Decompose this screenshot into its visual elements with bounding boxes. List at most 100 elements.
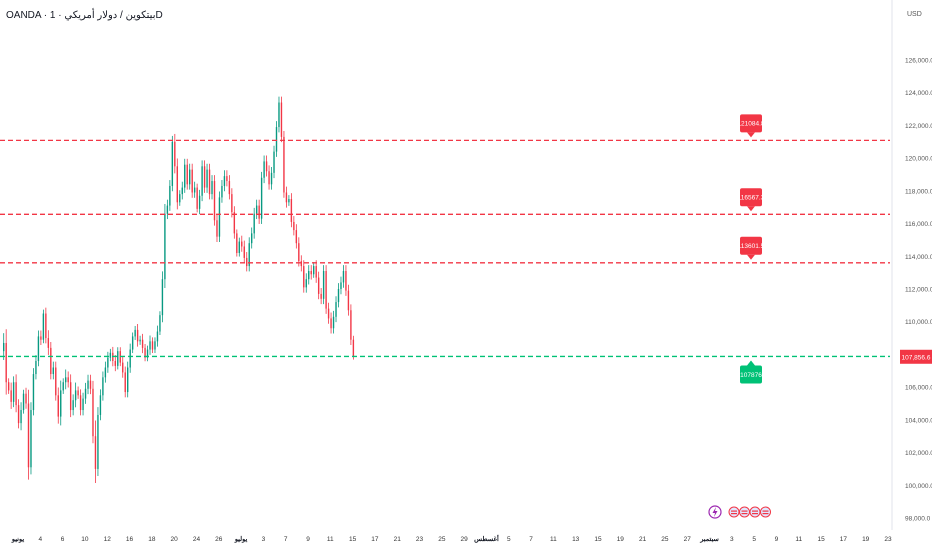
candle-body bbox=[315, 266, 317, 278]
candle-body bbox=[226, 176, 228, 182]
candle-body bbox=[216, 220, 218, 237]
candle-body bbox=[30, 410, 32, 468]
candle-body bbox=[89, 380, 92, 389]
candle-body bbox=[174, 141, 176, 167]
y-tick-label: 124,000.0 bbox=[905, 90, 932, 97]
x-tick-label: 3 bbox=[262, 536, 266, 543]
resistance-2-label: 116567.3 bbox=[738, 195, 765, 202]
x-tick-label: 11 bbox=[795, 536, 802, 543]
candle-body bbox=[50, 347, 52, 375]
candle-body bbox=[141, 339, 144, 348]
candle-body bbox=[176, 166, 178, 203]
candle-body bbox=[114, 360, 116, 366]
candle-body bbox=[325, 271, 327, 309]
candle-body bbox=[193, 187, 196, 193]
candle-body bbox=[347, 290, 350, 311]
x-tick-label: 7 bbox=[529, 536, 533, 543]
candle-body bbox=[131, 336, 134, 350]
candle-body bbox=[223, 176, 226, 186]
candle-body bbox=[322, 271, 325, 299]
us-flag-icon[interactable] bbox=[739, 506, 750, 518]
candle-body bbox=[260, 177, 263, 219]
x-tick-label: سبتمبر bbox=[699, 536, 719, 543]
candle-body bbox=[337, 289, 340, 303]
candle-body bbox=[298, 243, 300, 262]
x-tick-label: يونيو bbox=[11, 536, 24, 543]
x-tick-label: 26 bbox=[215, 536, 223, 543]
us-flag-icon-stripe bbox=[762, 513, 769, 515]
candle-body bbox=[285, 192, 288, 203]
support-1-badge bbox=[740, 365, 762, 384]
lightning-icon-glyph bbox=[712, 507, 718, 517]
us-flag-icon[interactable] bbox=[728, 506, 740, 518]
candle-body bbox=[241, 241, 243, 247]
candle-body bbox=[196, 187, 198, 209]
candle-body bbox=[146, 349, 149, 358]
x-tick-label: 21 bbox=[639, 536, 647, 543]
candle-body bbox=[327, 308, 330, 319]
candle-body bbox=[52, 367, 54, 375]
x-tick-label: 15 bbox=[817, 536, 825, 543]
candle-body bbox=[255, 205, 258, 214]
x-tick-label: 17 bbox=[371, 536, 379, 543]
resistance-2-badge bbox=[740, 188, 762, 207]
x-tick-label: 16 bbox=[126, 536, 134, 543]
candle-body bbox=[122, 362, 124, 373]
candle-body bbox=[248, 243, 250, 267]
candle-body bbox=[181, 187, 183, 195]
candle-body bbox=[280, 102, 283, 137]
candle-body bbox=[17, 405, 20, 424]
x-tick-label: 15 bbox=[349, 536, 357, 543]
y-tick-label: 104,000.0 bbox=[905, 417, 932, 424]
candle-body bbox=[84, 388, 87, 399]
candle-body bbox=[317, 277, 320, 294]
us-flag-icon-stripe bbox=[752, 513, 758, 515]
candle-body bbox=[97, 414, 99, 469]
x-tick-label: 9 bbox=[306, 536, 310, 543]
candle-body bbox=[201, 166, 203, 196]
candle-body bbox=[15, 382, 17, 406]
candle-body bbox=[139, 339, 141, 342]
candle-body bbox=[352, 339, 355, 357]
candle-body bbox=[263, 161, 265, 178]
candle-body bbox=[340, 282, 342, 289]
candle-body bbox=[107, 357, 109, 368]
candle-body bbox=[10, 390, 12, 402]
x-tick-label: 3 bbox=[730, 536, 734, 543]
candle-body bbox=[22, 393, 25, 411]
resistance-3-badge-pointer bbox=[747, 254, 755, 260]
candle-body bbox=[253, 213, 255, 234]
x-tick-label: أغسطس bbox=[474, 533, 499, 543]
candle-body bbox=[5, 342, 7, 383]
us-flag-icon[interactable] bbox=[760, 506, 771, 518]
x-tick-label: 13 bbox=[572, 536, 580, 543]
candle-body bbox=[20, 410, 22, 424]
candle-body bbox=[3, 342, 5, 352]
candle-body bbox=[288, 199, 290, 203]
candle-body bbox=[186, 164, 188, 185]
x-tick-label: 4 bbox=[38, 536, 42, 543]
x-tick-label: 25 bbox=[661, 536, 669, 543]
y-tick-label: 100,000.0 bbox=[905, 483, 932, 490]
x-tick-label: 15 bbox=[594, 536, 602, 543]
us-flag-icon[interactable] bbox=[749, 506, 761, 518]
candle-body bbox=[350, 310, 352, 340]
candle-body bbox=[161, 279, 164, 316]
x-tick-label: 23 bbox=[884, 536, 892, 543]
x-tick-label: يوليو bbox=[234, 535, 248, 543]
candle-body bbox=[310, 271, 312, 275]
y-tick-label: 126,000.0 bbox=[905, 58, 932, 65]
candle-body bbox=[102, 377, 104, 396]
candle-body bbox=[7, 382, 10, 391]
candle-body bbox=[35, 360, 37, 375]
candle-body bbox=[238, 241, 240, 254]
x-tick-label: 18 bbox=[148, 536, 156, 543]
resistance-3-badge bbox=[740, 236, 762, 255]
candle-body bbox=[300, 261, 302, 267]
candle-body bbox=[203, 166, 206, 188]
candle-body bbox=[218, 197, 221, 237]
candle-body bbox=[159, 315, 161, 332]
candle-body bbox=[265, 161, 268, 172]
